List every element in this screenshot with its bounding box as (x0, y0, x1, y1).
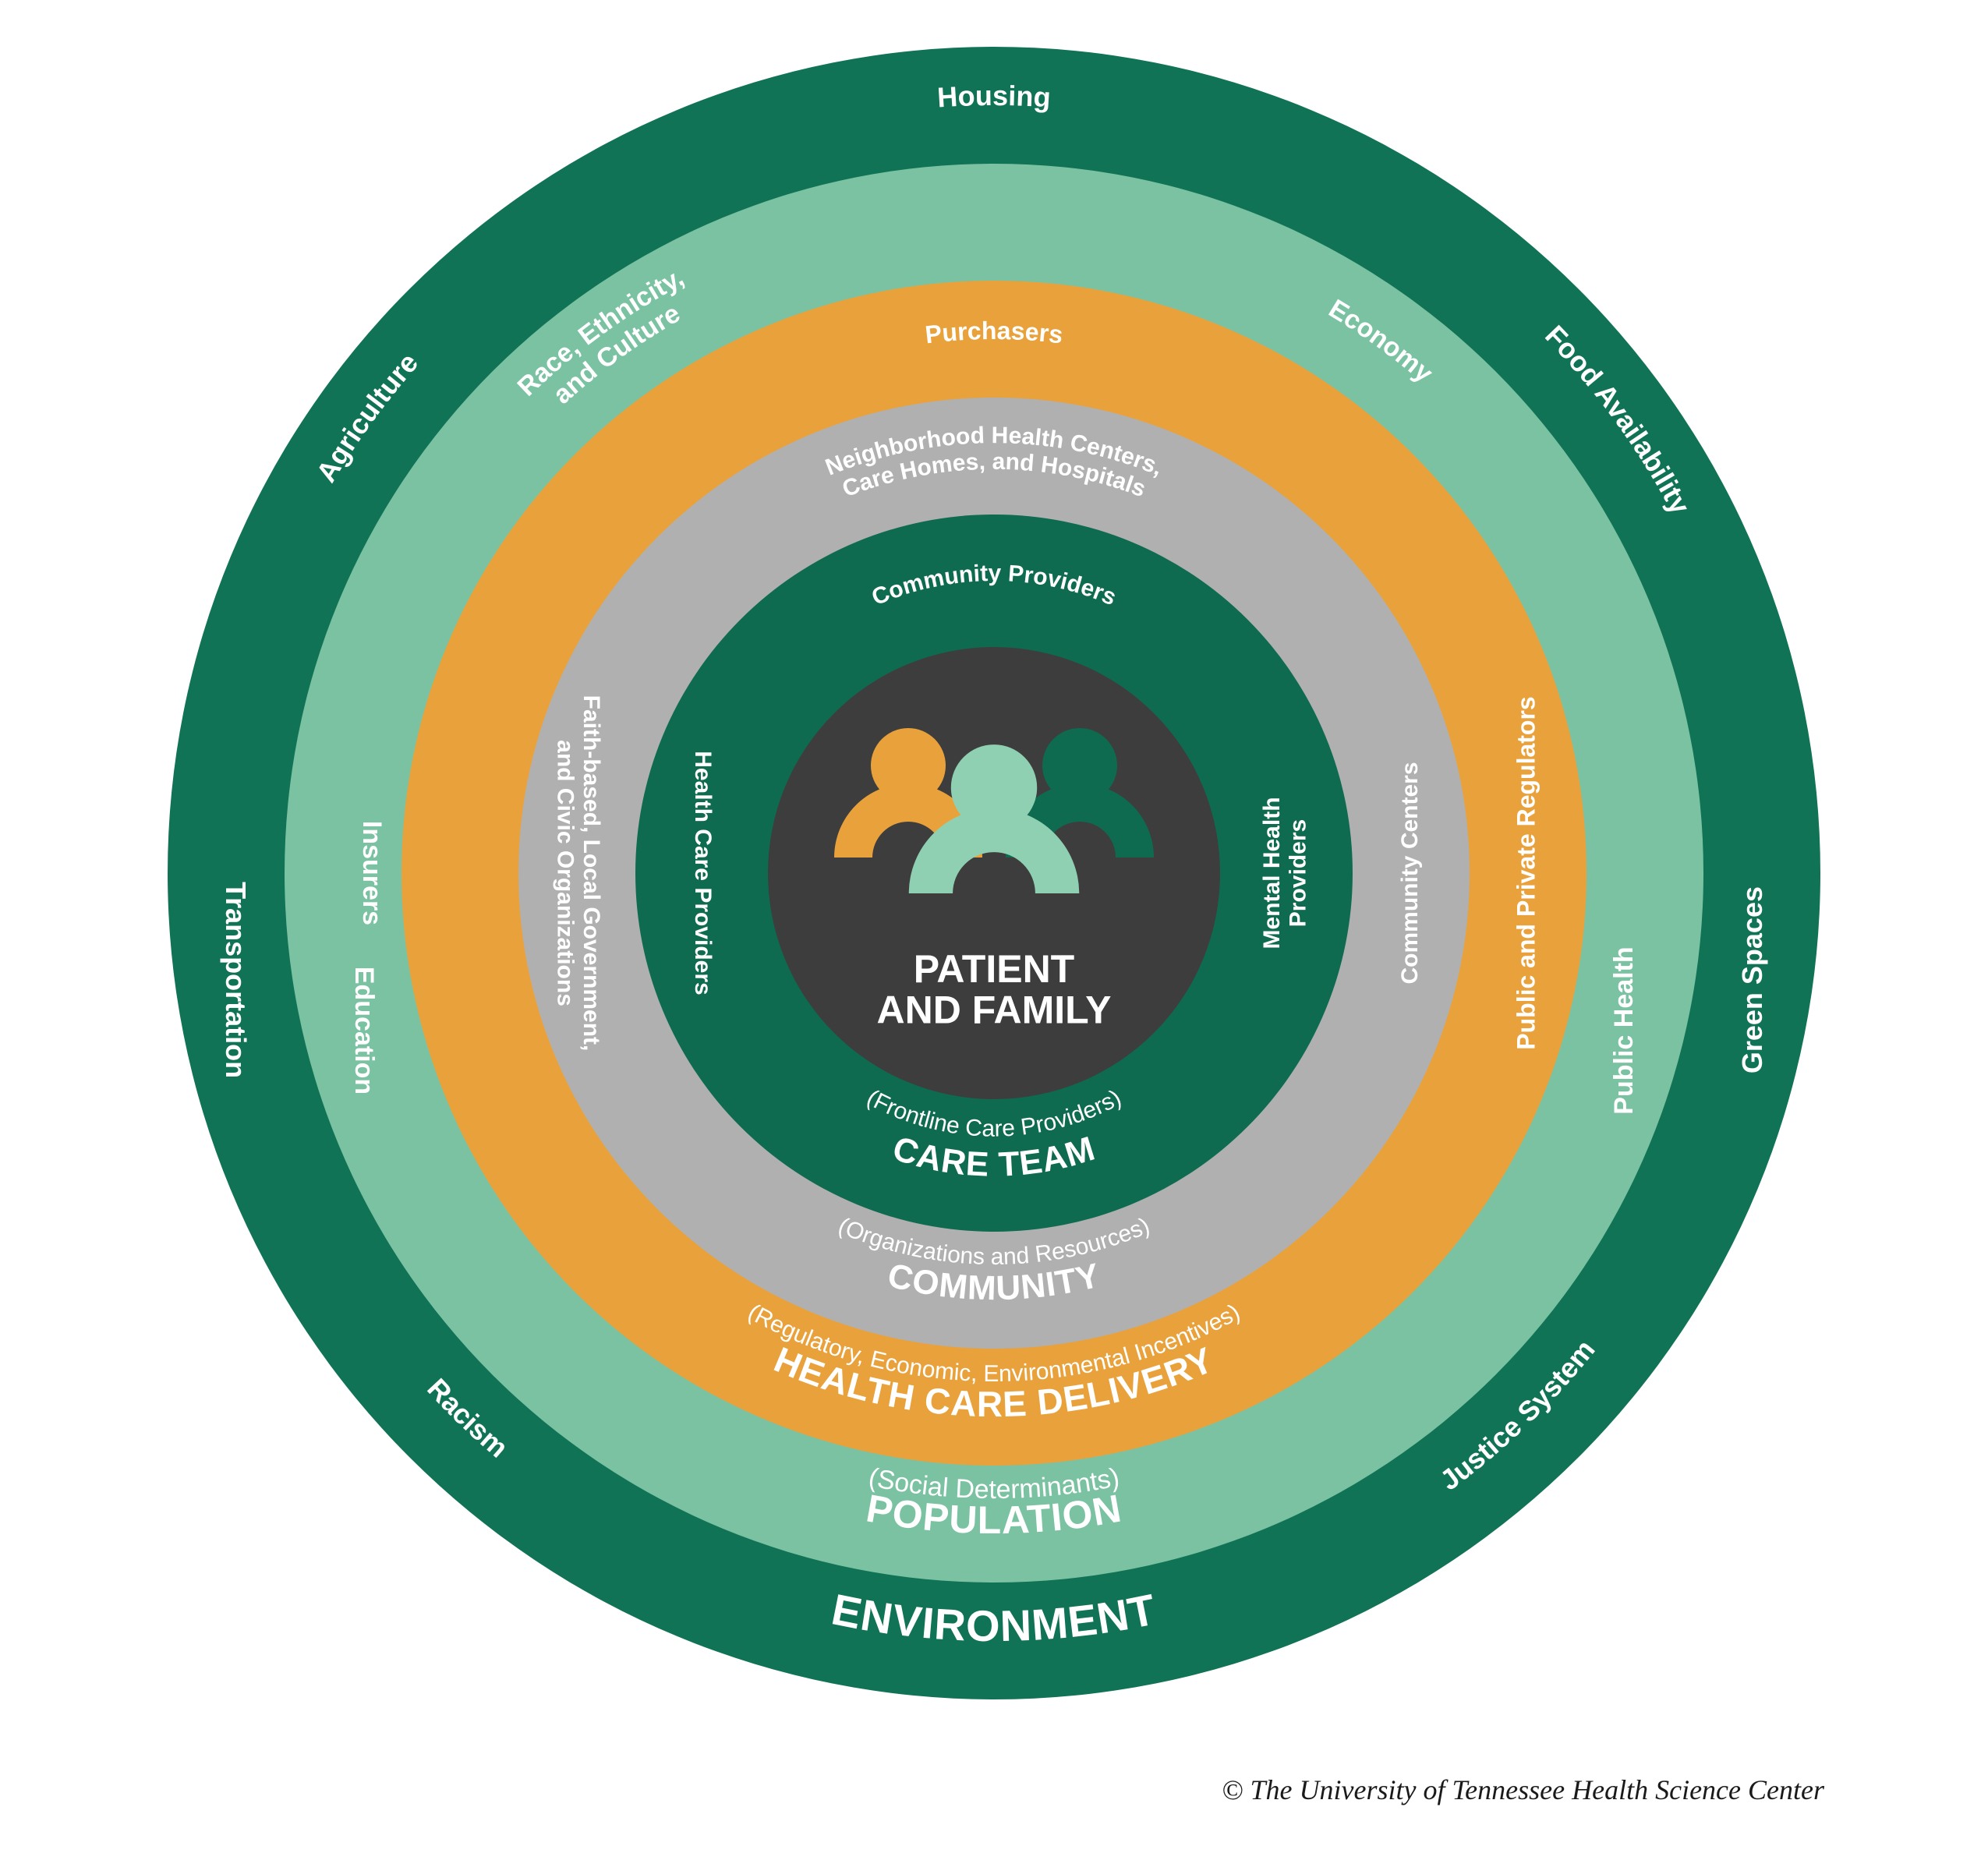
core-label: AND FAMILY (877, 988, 1112, 1032)
ring-item-community: Community Centers (1397, 762, 1423, 984)
ring-item-population: Insurers (357, 821, 387, 925)
svg-text:Insurers: Insurers (357, 821, 387, 925)
core-label: PATIENT (914, 947, 1074, 991)
concentric-diagram: ENVIRONMENTPOPULATION(Social Determinant… (0, 0, 1988, 1853)
copyright-text: © The University of Tennessee Health Sci… (1222, 1773, 1824, 1806)
svg-text:Public Health: Public Health (1609, 946, 1639, 1114)
svg-text:Transportation: Transportation (220, 882, 252, 1078)
svg-text:Mental Health: Mental Health (1259, 797, 1285, 949)
ring-item-environment: Green Spaces (1736, 886, 1768, 1073)
svg-text:Health Care Providers: Health Care Providers (690, 751, 716, 995)
svg-text:Faith-based, Local Government,: Faith-based, Local Government, (578, 695, 604, 1052)
svg-text:Community Centers: Community Centers (1397, 762, 1423, 984)
ring-item-delivery: Purchasers (924, 316, 1064, 348)
svg-text:Providers: Providers (1286, 819, 1311, 927)
ring-item-environment: Transportation (220, 882, 252, 1078)
diagram-canvas: ENVIRONMENTPOPULATION(Social Determinant… (0, 0, 1988, 1853)
svg-text:Green Spaces: Green Spaces (1736, 886, 1768, 1073)
ring-item-environment: Housing (936, 80, 1052, 114)
svg-text:Public and Private Regulators: Public and Private Regulators (1512, 696, 1540, 1049)
ring-item-careteam: Health Care Providers (690, 751, 716, 995)
ring-item-delivery: Public and Private Regulators (1512, 696, 1540, 1049)
ring-item-population: Public Health (1609, 946, 1639, 1114)
svg-text:Education: Education (349, 967, 379, 1094)
ring-item-community: Faith-based, Local Government,and Civic … (552, 695, 604, 1052)
ring-item-population: Education (349, 967, 379, 1094)
svg-text:and Civic Organizations: and Civic Organizations (552, 740, 578, 1006)
ring-item-careteam: Mental HealthProviders (1259, 797, 1311, 949)
